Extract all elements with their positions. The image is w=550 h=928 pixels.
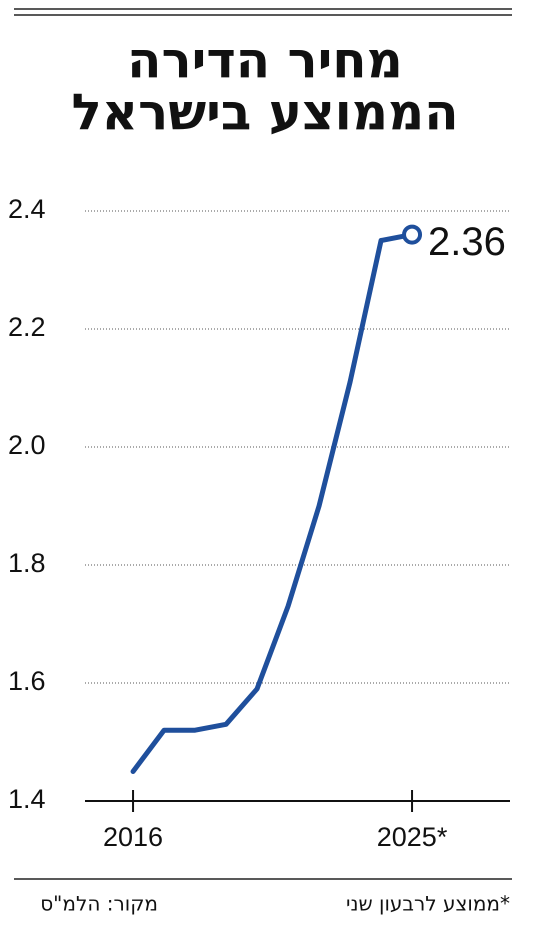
source: מקור: הלמ"ס [40,892,158,916]
value-label: 2.36 [428,220,506,264]
y-tick-label: 2.0 [8,430,46,460]
x-tick-label: 2025* [377,822,448,852]
y-tick-label: 1.6 [8,666,46,696]
chart-title: מחיר הדירה [127,32,403,90]
y-tick-label: 2.2 [8,312,46,342]
x-tick-label: 2016 [103,822,163,852]
line [130,232,415,774]
end-marker [402,224,423,245]
y-tick-label: 2.4 [8,194,46,224]
chart-title: הממוצע בישראל [71,84,458,142]
y-tick-label: 1.8 [8,548,46,578]
note: *ממוצע לרבעון שני [346,892,510,916]
y-tick-label: 1.4 [8,784,46,814]
